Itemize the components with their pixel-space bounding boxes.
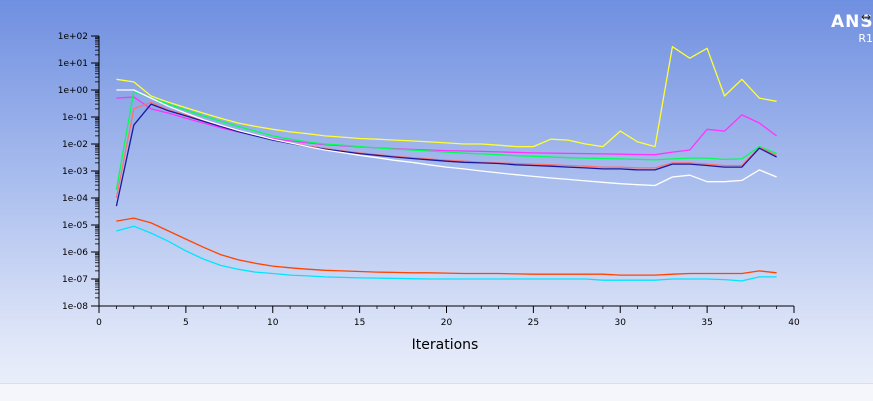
- y-tick-label: 1e-06: [62, 248, 88, 258]
- residual-series-line-3: [115, 90, 777, 191]
- x-tick-label: 40: [788, 318, 800, 328]
- y-tick-label: 1e-04: [62, 194, 88, 204]
- x-tick-label: 0: [96, 318, 102, 328]
- residual-series-line-1: [116, 46, 777, 148]
- residual-series-line-6: [116, 89, 777, 187]
- y-tick-label: 1e-08: [62, 302, 88, 312]
- residual-series-line-5: [115, 103, 777, 207]
- x-tick-label: 5: [183, 318, 189, 328]
- x-tick-label: 30: [615, 318, 627, 328]
- x-tick-label: 35: [701, 318, 712, 328]
- y-tick-label: 1e-05: [62, 221, 88, 231]
- ansys-logo: ↔ ANSY R1: [831, 12, 873, 45]
- x-axis-title: Iterations: [412, 337, 479, 353]
- y-tick-label: 1e+00: [58, 86, 89, 96]
- x-tick-label: 20: [441, 318, 453, 328]
- y-tick-label: 1e+02: [58, 32, 88, 42]
- brand-version-text: R1: [858, 32, 873, 45]
- chart-axes: 1e-08 1e-07 1e-06 1e-05 1e-04 1e-03 1e-02 1e-01…: [58, 32, 800, 328]
- y-tick-label: 1e+01: [58, 59, 88, 69]
- residual-series-line-8: [116, 225, 777, 282]
- double-arrow-horizontal-icon[interactable]: ↔: [860, 12, 871, 24]
- x-tick-label: 10: [267, 318, 279, 328]
- residual-series-line-7: [116, 217, 777, 276]
- y-tick-label: 1e-03: [62, 167, 88, 177]
- x-tick-label: 15: [354, 318, 365, 328]
- y-tick-label: 1e-01: [62, 113, 88, 123]
- y-tick-label: 1e-07: [62, 275, 88, 285]
- chart-series: [115, 46, 777, 282]
- residual-series-line-2: [116, 96, 777, 156]
- y-tick-label: 1e-02: [62, 140, 88, 150]
- brand-name-text: ANSY: [831, 12, 873, 32]
- footer-bar: [0, 383, 873, 401]
- x-tick-label: 25: [528, 318, 539, 328]
